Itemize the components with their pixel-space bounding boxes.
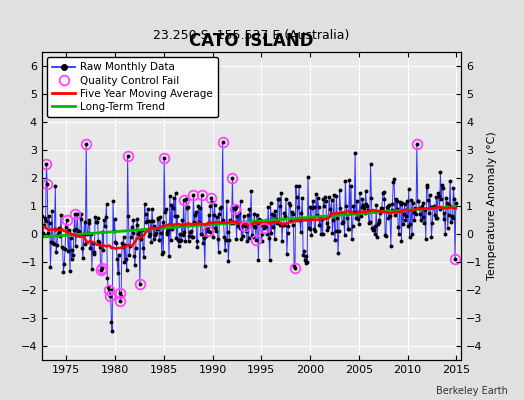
Text: Berkeley Earth: Berkeley Earth xyxy=(436,386,508,396)
Y-axis label: Temperature Anomaly (°C): Temperature Anomaly (°C) xyxy=(487,132,497,280)
Title: CATO ISLAND: CATO ISLAND xyxy=(189,32,314,50)
Text: 23.250 S, 155.537 E (Australia): 23.250 S, 155.537 E (Australia) xyxy=(154,29,350,42)
Legend: Raw Monthly Data, Quality Control Fail, Five Year Moving Average, Long-Term Tren: Raw Monthly Data, Quality Control Fail, … xyxy=(47,57,219,117)
